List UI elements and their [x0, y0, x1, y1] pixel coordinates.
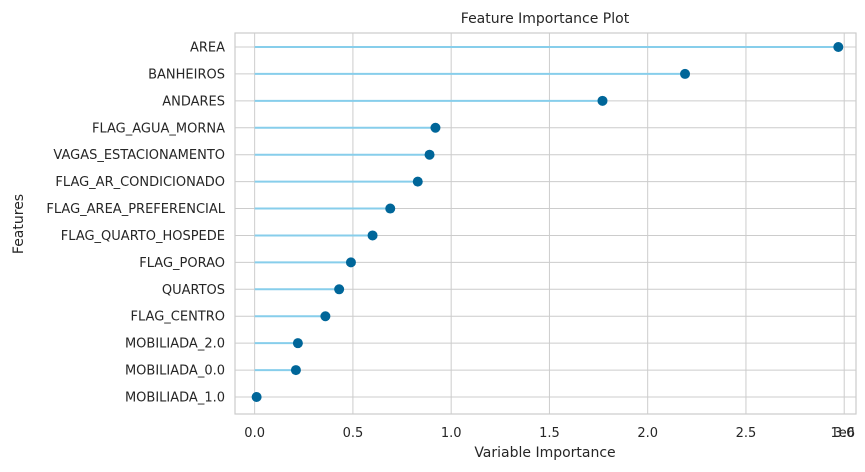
x-tick-label: 2.0 — [637, 426, 658, 441]
lollipop-marker — [424, 149, 435, 160]
y-tick-label: FLAG_AR_CONDICIONADO — [55, 175, 225, 190]
y-tick-label: MOBILIADA_2.0 — [125, 337, 225, 352]
y-tick-label-layer: AREA BANHEIROS ANDARES FLAG_AGUA_MORNA VAGAS… — [46, 41, 225, 406]
lollipop-marker — [412, 176, 423, 187]
x-axis-label: Variable Importance — [474, 445, 615, 461]
x-tick-label: 2.5 — [736, 426, 757, 441]
lollipop-marker — [290, 365, 301, 376]
x-tick-label: 1.5 — [539, 426, 560, 441]
x-tick-label-layer: 0.0 0.5 1.0 1.5 2.0 2.5 3.0 — [244, 426, 854, 441]
lollipop-marker — [251, 392, 262, 402]
y-tick-label: MOBILIADA_1.0 — [125, 391, 225, 406]
y-tick-label: FLAG_PORAO — [139, 256, 225, 271]
y-tick-label: AREA — [190, 41, 225, 56]
stem-layer — [254, 46, 839, 398]
lollipop-marker — [367, 230, 378, 241]
y-axis-label: Features — [11, 194, 27, 254]
marker-layer — [251, 42, 844, 402]
lollipop-marker — [334, 284, 345, 295]
lollipop-marker — [385, 203, 396, 214]
x-tick-label: 0.0 — [244, 426, 265, 441]
lollipop-marker — [833, 42, 844, 52]
x-axis-multiplier: 1e6 — [830, 426, 855, 441]
y-tick-label: ANDARES — [162, 94, 225, 109]
x-tick-label: 0.5 — [343, 426, 364, 441]
y-tick-label: VAGAS_ESTACIONAMENTO — [53, 148, 225, 163]
lollipop-marker — [345, 257, 356, 268]
y-tick-label: FLAG_AGUA_MORNA — [92, 121, 225, 136]
lollipop-marker — [680, 68, 691, 79]
y-tick-label: QUARTOS — [162, 283, 225, 298]
y-tick-label: FLAG_QUARTO_HOSPEDE — [61, 229, 225, 244]
lollipop-marker — [320, 311, 331, 322]
plot-frame — [234, 32, 857, 415]
y-tick-label: BANHEIROS — [148, 67, 225, 82]
lollipop-marker — [430, 122, 441, 133]
x-tick-label: 1.0 — [441, 426, 462, 441]
chart-title: Feature Importance Plot — [461, 11, 630, 27]
x-tick-label: 3.0 — [834, 426, 855, 441]
lollipop-marker — [597, 95, 608, 106]
y-tick-label: FLAG_AREA_PREFERENCIAL — [46, 202, 225, 217]
lollipop-marker — [292, 338, 303, 349]
y-tick-label: FLAG_CENTRO — [131, 310, 225, 325]
y-tick-label: MOBILIADA_0.0 — [125, 364, 225, 379]
